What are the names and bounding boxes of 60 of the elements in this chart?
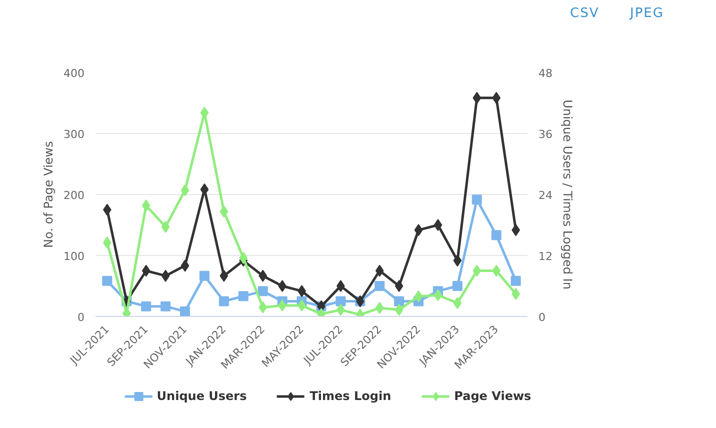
point [238,291,248,302]
point [492,264,501,277]
point [180,260,190,272]
y-tick-label: 100 [64,250,85,263]
y-axis-title: No. of Page Views [42,141,56,248]
point [472,264,482,277]
point [394,280,404,292]
point [160,301,171,312]
point [180,306,190,316]
y2-tick-label: 0 [538,311,546,324]
point [278,280,286,292]
point [510,276,521,286]
point [434,219,442,231]
point [258,301,268,314]
y2-tick-label: 12 [538,250,552,263]
point [394,296,404,306]
point [258,270,268,282]
point [142,199,150,212]
point [375,302,384,314]
point [472,92,482,104]
point [414,290,423,302]
point [453,254,462,267]
point [141,301,152,312]
point [374,281,385,291]
point [220,270,228,282]
text: CSV [570,5,600,23]
y-tick-label: 0 [78,311,84,324]
legend-label: Page Views [454,389,532,403]
point [200,183,209,196]
point [434,289,442,302]
point [394,304,404,316]
point [180,184,190,196]
point [218,296,229,306]
point [491,230,502,240]
text: JPEG [630,5,664,23]
y2-tick-label: 24 [538,189,552,202]
point [161,270,170,282]
point [258,286,268,296]
point [199,270,210,281]
point [453,297,462,310]
point [414,224,423,236]
point [375,264,384,277]
y-tick-label: 200 [64,189,85,202]
y-tick-label: 300 [64,128,85,141]
y2-axis-title: Unique Users / Times Logged In [560,100,574,290]
y-tick-label: 400 [64,67,85,80]
point [336,280,345,292]
legend-label: Unique Users [156,389,247,403]
y2-tick-label: 48 [538,67,552,80]
legend-label: Times Login [310,389,392,403]
point [220,206,228,218]
point [161,220,170,233]
point [336,296,346,306]
point [492,92,501,104]
y2-tick-label: 36 [538,128,552,141]
point [472,194,482,205]
point [142,264,150,277]
point [239,252,248,264]
point [102,276,112,286]
point [452,281,462,291]
